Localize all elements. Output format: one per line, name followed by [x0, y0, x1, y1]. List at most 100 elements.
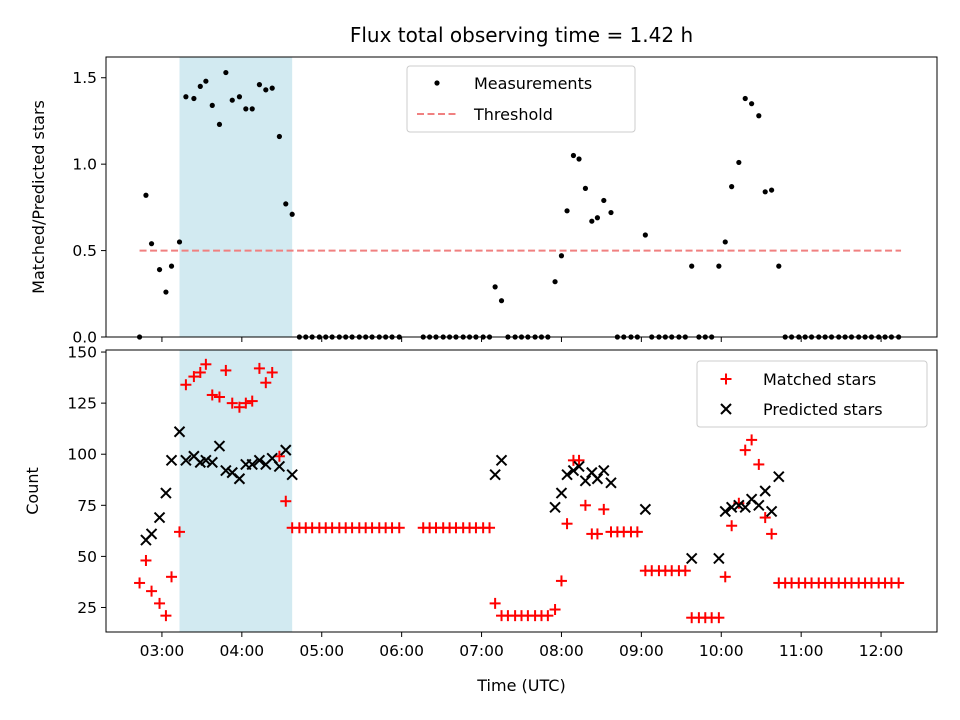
chart-title: Flux total observing time = 1.42 h — [350, 23, 693, 47]
matched-star-point — [240, 397, 252, 409]
x-tick-label: 05:00 — [299, 642, 344, 660]
matched-star-point — [713, 612, 725, 624]
matched-star-point — [484, 522, 496, 534]
matched-star-point — [246, 395, 258, 407]
measurement-point — [492, 284, 498, 290]
measurement-point — [143, 192, 149, 198]
matched-star-point — [180, 379, 192, 391]
y-tick-label: 1.0 — [72, 156, 97, 174]
measurement-point — [716, 263, 722, 269]
count-legend-box — [696, 360, 928, 428]
ratio-panel: 0.0 0.5 1.0 1.5 Flux total observing time =… — [29, 23, 938, 347]
x-tick-label: 03:00 — [140, 642, 185, 660]
matched-star-point — [591, 528, 603, 540]
measurement-point — [582, 185, 589, 191]
predicted-legend-glyph — [720, 403, 732, 415]
ratio-axes-frame — [105, 56, 938, 338]
x-tick-label: 06:00 — [379, 642, 424, 660]
predicted-star-point — [725, 501, 738, 514]
y-tick-label: 0.5 — [72, 242, 97, 260]
matched-star-point — [206, 389, 218, 401]
predicted-legend-marker — [720, 403, 732, 415]
matched-star-point — [253, 362, 265, 374]
measurement-point — [608, 209, 614, 216]
predicted-star-point — [605, 477, 617, 489]
measurement-point — [729, 184, 735, 190]
measurement-point — [216, 121, 223, 128]
measurement-point — [776, 263, 782, 269]
predicted-star-point — [573, 460, 585, 473]
count-panel: 25 50 75 100 125 150 03:00 04:00 05:00 06:00 07:0… — [23, 344, 938, 695]
measurement-point — [722, 239, 728, 245]
measurement-point — [749, 101, 755, 107]
matched-legend-glyph — [720, 373, 732, 385]
matched-star-point — [679, 565, 691, 577]
predicted-star-point — [220, 464, 232, 477]
matched-star-point — [719, 571, 731, 583]
predicted-star-point — [567, 464, 580, 477]
count-y-ticks: 25 50 75 100 125 150 — [67, 344, 106, 617]
matched-star-point — [174, 526, 186, 538]
predicted-star-point — [173, 426, 186, 438]
count-x-ticks: 03:00 04:00 05:00 06:00 07:00 08:00 09:00 10:00… — [140, 632, 904, 660]
measurement-point — [570, 152, 577, 159]
predicted-star-point — [719, 505, 731, 518]
matched-star-point — [233, 401, 245, 413]
predicted-star-point — [153, 511, 166, 524]
y-tick-label: 150 — [67, 344, 97, 362]
predicted-star-point — [555, 487, 568, 499]
matched-star-point — [549, 604, 561, 616]
ratio-y-ticks: 0.0 0.5 1.0 1.5 — [72, 69, 106, 347]
predicted-star-point — [495, 454, 508, 467]
y-tick-label: 25 — [77, 599, 97, 617]
matched-star-point — [213, 391, 225, 403]
measurement-point — [276, 133, 282, 140]
threshold-legend-label: Threshold — [473, 105, 553, 124]
matched-star-point — [280, 495, 292, 507]
matched-star-point — [260, 377, 272, 389]
matched-star-point — [140, 554, 152, 566]
measurement-points — [136, 69, 902, 340]
predicted-star-point — [253, 454, 266, 467]
matched-star-point — [166, 571, 178, 583]
matched-star-point — [726, 520, 738, 532]
measurement-point — [594, 215, 601, 221]
predicted-star-point — [561, 468, 573, 481]
count-legend: Matched stars Predicted stars — [696, 360, 928, 428]
matched-star-point — [555, 575, 567, 587]
predicted-star-point — [280, 444, 292, 456]
predicted-star-point — [286, 468, 298, 481]
measurement-point — [203, 78, 209, 84]
matched-star-point — [766, 528, 778, 540]
predicted-star-point — [213, 440, 226, 452]
predicted-star-point — [145, 528, 158, 540]
measurement-point — [742, 95, 748, 102]
matched-star-point — [134, 577, 146, 589]
matched-star-point — [273, 450, 285, 462]
matched-star-point — [542, 610, 554, 622]
measurement-point — [183, 94, 189, 100]
x-tick-label: 10:00 — [699, 642, 744, 660]
predicted-star-point — [549, 501, 561, 514]
predicted-star-point — [246, 458, 258, 471]
predicted-star-point — [273, 460, 286, 473]
measurement-point — [209, 102, 215, 108]
matched-star-point — [893, 577, 905, 589]
measurement-point — [263, 87, 269, 93]
measurement-point — [236, 94, 243, 100]
predicted-star-point — [713, 552, 725, 565]
ratio-legend-box — [406, 65, 636, 133]
predicted-star-point — [579, 475, 592, 487]
predicted-star-point — [206, 456, 218, 469]
matched-star-point — [753, 458, 765, 470]
measurement-point — [269, 85, 275, 91]
count-y-axis-label: Count — [23, 467, 42, 515]
measurement-point — [148, 241, 155, 247]
measurement-point — [558, 253, 565, 259]
x-tick-label: 12:00 — [859, 642, 904, 660]
matched-star-point — [631, 526, 643, 538]
measurement-point — [176, 239, 183, 245]
predicted-star-point — [489, 468, 501, 481]
measurement-point — [576, 156, 582, 162]
